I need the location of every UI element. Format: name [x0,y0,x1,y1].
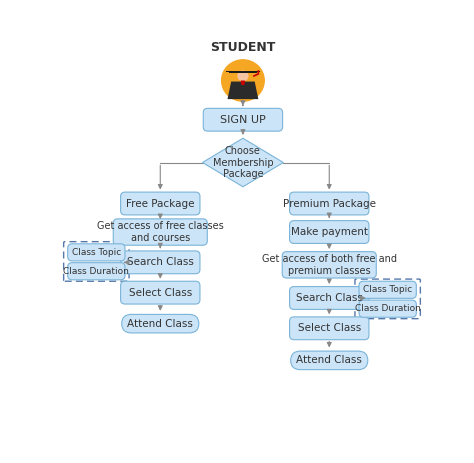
Text: Get access of free classes
and courses: Get access of free classes and courses [97,221,224,243]
FancyBboxPatch shape [359,281,416,298]
Circle shape [222,60,264,101]
FancyBboxPatch shape [203,108,283,131]
FancyBboxPatch shape [120,281,200,304]
Text: Choose
Membership
Package: Choose Membership Package [213,146,273,179]
FancyBboxPatch shape [290,221,369,244]
Polygon shape [202,138,283,187]
FancyBboxPatch shape [68,263,125,280]
Text: Class Topic: Class Topic [72,248,121,257]
Text: Make payment: Make payment [291,227,368,237]
Text: Class Topic: Class Topic [363,285,412,294]
FancyBboxPatch shape [291,351,368,369]
FancyBboxPatch shape [113,219,207,245]
Text: STUDENT: STUDENT [210,41,275,54]
Polygon shape [226,70,260,72]
Circle shape [238,71,248,81]
Text: Search Class: Search Class [296,293,363,303]
Text: Attend Class: Attend Class [296,356,362,365]
Text: Attend Class: Attend Class [128,319,193,329]
Polygon shape [228,81,258,99]
Text: Get access of both free and
premium classes: Get access of both free and premium clas… [262,254,397,276]
FancyBboxPatch shape [120,251,200,274]
Polygon shape [229,71,257,73]
FancyBboxPatch shape [359,300,416,317]
FancyBboxPatch shape [290,317,369,340]
FancyBboxPatch shape [68,244,125,261]
Text: Free Package: Free Package [126,199,194,208]
Text: SIGN UP: SIGN UP [220,115,266,125]
FancyBboxPatch shape [290,192,369,215]
FancyBboxPatch shape [282,252,376,278]
Text: Select Class: Select Class [298,323,361,333]
Text: Premium Package: Premium Package [283,199,376,208]
Text: Class Duration: Class Duration [355,304,420,313]
Text: Select Class: Select Class [128,288,192,298]
FancyBboxPatch shape [122,314,199,333]
Text: Class Duration: Class Duration [64,267,129,276]
Polygon shape [241,81,245,85]
FancyBboxPatch shape [290,287,369,309]
FancyBboxPatch shape [120,192,200,215]
Text: Search Class: Search Class [127,257,194,267]
